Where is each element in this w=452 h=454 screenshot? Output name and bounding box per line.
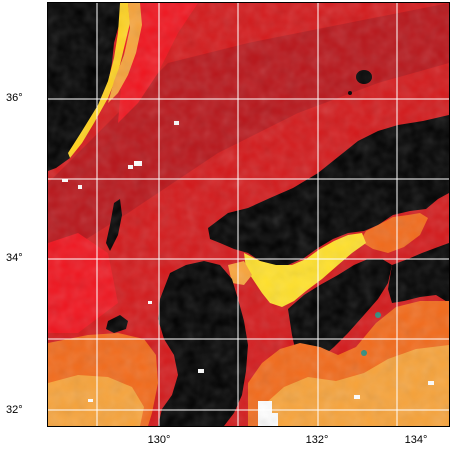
lat-label-32: 32° [6,404,23,416]
lon-label-130: 130° [147,434,171,446]
map-frame [47,2,450,427]
lon-label-134: 134° [404,434,428,446]
lat-label-36: 36° [6,92,23,104]
sea-surface-map [48,3,449,426]
lon-label-132: 132° [305,434,329,446]
graticule-grid [48,3,449,426]
texture-overlay [48,3,449,426]
lat-label-34: 34° [6,252,23,264]
